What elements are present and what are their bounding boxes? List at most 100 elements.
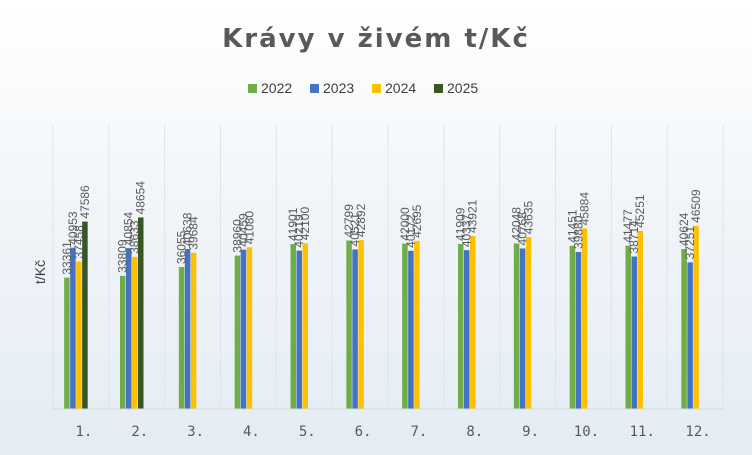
legend-swatch-2025	[434, 84, 443, 93]
data-label-2023-9: 40768	[516, 212, 530, 246]
data-label-2022-1: 33361	[60, 241, 74, 275]
bar-2024-2	[132, 256, 138, 409]
data-label-2023-1: 40953	[66, 211, 80, 245]
chart-title: Krávy v živém t/Kč	[222, 24, 530, 54]
data-label-2024-12: 46509	[689, 189, 703, 223]
bar-2023-7	[408, 250, 414, 409]
bar-2023-9	[519, 248, 526, 409]
bar-2024-12	[693, 225, 699, 409]
x-tick-label: 4.	[243, 424, 260, 440]
bar-2023-4	[240, 249, 247, 409]
bar-2024-6	[358, 240, 364, 409]
data-label-2024-6: 42892	[354, 203, 368, 237]
data-label-2023-3: 40638	[181, 212, 195, 246]
bar-2023-11	[631, 256, 637, 409]
bar-2023-12	[687, 262, 693, 409]
bar-2024-4	[246, 247, 253, 409]
x-tick-label: 12.	[685, 424, 710, 440]
bar-2025-1	[82, 221, 88, 409]
data-label-2023-4: 40459	[236, 213, 250, 247]
legend-swatch-2023	[310, 84, 319, 93]
bar-2022-4	[234, 255, 241, 409]
x-tick-label: 7.	[410, 424, 427, 440]
data-label-2022-10: 41451	[565, 209, 579, 243]
x-tick-label: 11.	[630, 424, 655, 440]
bar-2022-6	[346, 240, 352, 409]
bars	[64, 217, 699, 409]
data-label-2024-9: 43635	[522, 200, 536, 234]
bar-2024-9	[525, 237, 532, 409]
x-axis-ticks: 1. 2. 3. 4. 5. 6. 7. 8. 9. 10. 11. 12.	[75, 424, 710, 440]
legend-swatch-2024	[372, 84, 381, 93]
bar-2024-5	[302, 243, 308, 409]
bar-2022-8	[458, 243, 464, 409]
data-label-2024-4: 41080	[242, 211, 256, 245]
data-label-2023-10: 39880	[571, 215, 585, 249]
gridlines	[52, 125, 724, 409]
data-label-2023-7: 40172	[404, 214, 418, 248]
data-label-2023-5: 40219	[292, 214, 306, 248]
x-tick-label: 2.	[131, 424, 148, 440]
bar-2024-7	[414, 240, 420, 409]
data-label-2024-8: 43921	[466, 199, 480, 233]
bar-2023-5	[296, 250, 302, 409]
data-label-2022-6: 42799	[342, 204, 356, 238]
data-label-2023-11: 38714	[627, 220, 641, 254]
bar-2024-1	[76, 261, 82, 409]
bar-2023-3	[184, 248, 191, 409]
legend-swatch-2022	[248, 84, 257, 93]
bar-2022-11	[625, 245, 631, 409]
bar-2024-11	[637, 230, 643, 409]
data-label-2022-4: 38960	[230, 219, 244, 253]
data-label-2022-2: 33809	[116, 239, 130, 273]
bar-2022-10	[569, 245, 576, 409]
bar-2025-2	[138, 217, 144, 409]
x-tick-label: 5.	[299, 424, 316, 440]
x-tick-label: 8.	[466, 424, 483, 440]
data-label-2023-8: 40337	[460, 213, 474, 247]
bar-2022-2	[120, 275, 126, 409]
bar-2024-8	[470, 236, 476, 409]
bar-2022-3	[178, 267, 185, 409]
data-label-2022-5: 41901	[286, 207, 300, 241]
bar-2023-2	[126, 248, 132, 409]
x-tick-label: 3.	[187, 424, 204, 440]
bar-2022-5	[290, 244, 296, 409]
data-label-2024-11: 45251	[633, 194, 647, 228]
bar-2022-9	[513, 243, 520, 409]
x-tick-label: 1.	[75, 424, 92, 440]
data-label-2022-7: 42000	[398, 207, 412, 241]
legend-label-2025: 2025	[447, 80, 478, 96]
data-label-2023-2: 40854	[122, 211, 136, 245]
data-label-2023-12: 37251	[683, 226, 697, 260]
data-label-2024-3: 39684	[187, 216, 201, 250]
legend: 2022 2023 2024 2025	[248, 80, 478, 96]
data-label-2022-12: 40624	[677, 212, 691, 246]
data-label-2024-1: 37458	[72, 225, 86, 259]
legend-label-2023: 2023	[323, 80, 354, 96]
x-tick-label: 9.	[522, 424, 539, 440]
data-label-2022-9: 42048	[510, 207, 524, 241]
data-label-2024-7: 42695	[410, 204, 424, 238]
y-axis-label: t/Kč	[32, 260, 48, 284]
data-label-2024-10: 45884	[577, 192, 591, 226]
bar-2023-8	[464, 250, 470, 409]
data-label-2022-3: 36055	[175, 230, 189, 264]
bar-2024-10	[581, 228, 588, 409]
bar-2024-3	[190, 252, 197, 409]
bar-2022-1	[64, 277, 70, 409]
bar-2022-7	[402, 243, 408, 409]
bar-2023-1	[70, 247, 76, 409]
legend-label-2024: 2024	[385, 80, 416, 96]
bar-2023-10	[575, 251, 582, 409]
data-label-2023-6: 40521	[348, 213, 362, 247]
x-tick-label: 10.	[574, 424, 599, 440]
bar-2023-6	[352, 249, 358, 409]
data-label-2024-2: 38633	[128, 220, 142, 254]
data-label-2022-8: 41909	[454, 207, 468, 241]
data-label-2025-2: 48654	[134, 181, 148, 215]
x-tick-label: 6.	[355, 424, 372, 440]
data-label-2022-11: 41477	[621, 209, 635, 243]
